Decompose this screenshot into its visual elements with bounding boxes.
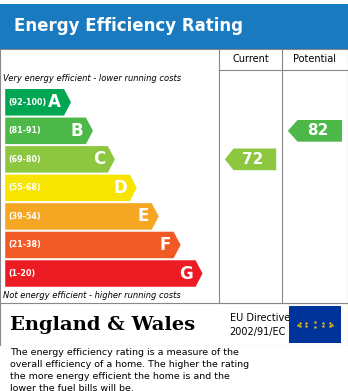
- Text: (21-38): (21-38): [9, 240, 41, 249]
- Text: B: B: [71, 122, 83, 140]
- Text: 72: 72: [243, 152, 264, 167]
- Text: (55-68): (55-68): [9, 183, 41, 192]
- Text: Very energy efficient - lower running costs: Very energy efficient - lower running co…: [3, 74, 182, 83]
- Polygon shape: [225, 149, 276, 170]
- Bar: [289, 307, 341, 343]
- Text: (81-91): (81-91): [9, 126, 41, 135]
- Text: (92-100): (92-100): [9, 98, 47, 107]
- Text: 82: 82: [307, 123, 329, 138]
- Text: A: A: [48, 93, 61, 111]
- Text: 2002/91/EC: 2002/91/EC: [230, 327, 286, 337]
- Text: (1-20): (1-20): [9, 269, 36, 278]
- Text: D: D: [113, 179, 127, 197]
- Polygon shape: [5, 89, 71, 115]
- Text: E: E: [137, 208, 149, 226]
- Text: Not energy efficient - higher running costs: Not energy efficient - higher running co…: [3, 291, 181, 300]
- Polygon shape: [5, 118, 93, 144]
- Polygon shape: [288, 120, 342, 142]
- Text: G: G: [179, 264, 193, 283]
- Polygon shape: [5, 260, 203, 287]
- Text: Current: Current: [232, 54, 269, 64]
- Text: Energy Efficiency Rating: Energy Efficiency Rating: [14, 17, 243, 36]
- Polygon shape: [5, 203, 159, 230]
- Text: (69-80): (69-80): [9, 155, 41, 164]
- Text: England & Wales: England & Wales: [10, 316, 196, 334]
- Polygon shape: [5, 175, 137, 201]
- Text: EU Directive: EU Directive: [230, 313, 290, 323]
- Text: The energy efficiency rating is a measure of the
overall efficiency of a home. T: The energy efficiency rating is a measur…: [10, 348, 250, 391]
- Text: Potential: Potential: [293, 54, 337, 64]
- Text: C: C: [93, 151, 105, 169]
- Polygon shape: [5, 146, 115, 172]
- Text: (39-54): (39-54): [9, 212, 41, 221]
- Text: F: F: [159, 236, 171, 254]
- Polygon shape: [5, 232, 181, 258]
